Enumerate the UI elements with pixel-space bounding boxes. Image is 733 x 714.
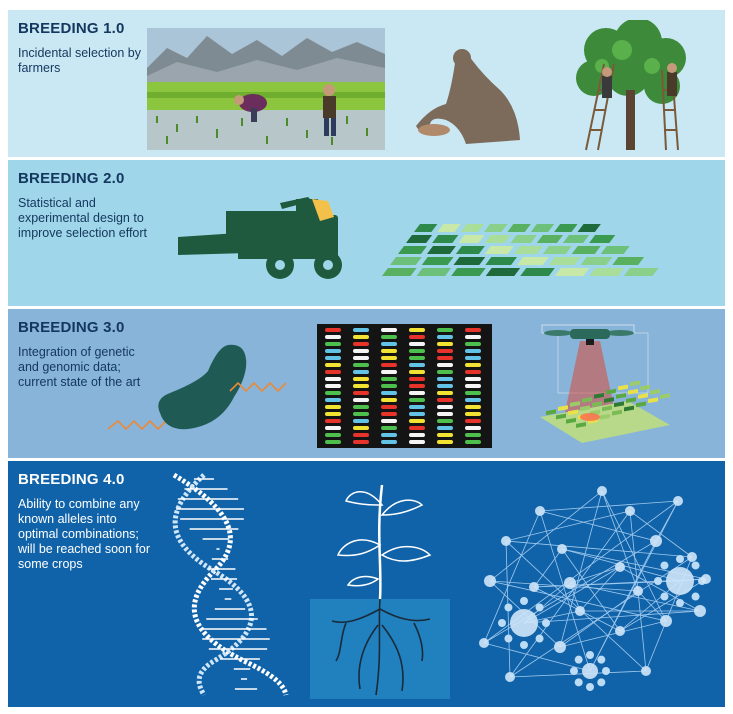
genotype-matrix-illustration bbox=[317, 324, 492, 448]
tree-harvest-ladders-illustration bbox=[576, 20, 686, 151]
seedling-roots-illustration bbox=[310, 484, 450, 699]
panel-title: BREEDING 2.0 bbox=[18, 170, 125, 187]
allele-network-illustration bbox=[479, 486, 711, 691]
panel-title: BREEDING 3.0 bbox=[18, 319, 125, 336]
panel-description: Statistical and experimental design to i… bbox=[18, 196, 147, 240]
dna-helix-illustration bbox=[172, 472, 289, 697]
panel-description: Ability to combine any known alleles int… bbox=[18, 497, 151, 571]
panel-breeding-1: BREEDING 1.0 Incidental selection by far… bbox=[8, 10, 725, 157]
panel-title: BREEDING 4.0 bbox=[18, 471, 125, 488]
panel-breeding-2: BREEDING 2.0 Statistical and experimenta… bbox=[8, 160, 725, 306]
seed-sequence-illustration bbox=[107, 344, 287, 431]
panel-description: Integration of genetic and genomic data;… bbox=[18, 345, 141, 389]
trial-plots-illustration bbox=[382, 224, 659, 276]
rice-paddy-farmers-illustration bbox=[147, 28, 385, 150]
panel-title: BREEDING 1.0 bbox=[18, 20, 125, 37]
panel-description: Incidental selection by farmers bbox=[18, 46, 141, 75]
kneeling-farmer-illustration bbox=[416, 49, 520, 144]
panel-breeding-3: BREEDING 3.0 Integration of genetic and … bbox=[8, 309, 725, 458]
panel-breeding-4: BREEDING 4.0 Ability to combine any know… bbox=[8, 461, 725, 707]
combine-harvester-icon bbox=[178, 197, 342, 279]
drone-phenotyping-illustration bbox=[540, 324, 670, 443]
